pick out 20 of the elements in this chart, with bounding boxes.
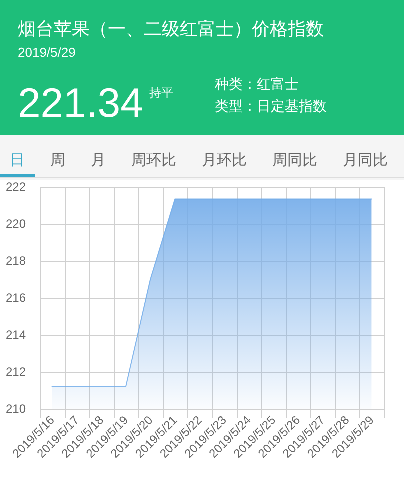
y-tick-label: 220 (6, 217, 26, 231)
text: 周同比 (272, 152, 318, 169)
text: 月环比 (202, 152, 247, 169)
y-tick-label: 222 (6, 180, 26, 194)
text: 烟台苹果（一、二级红富士）价格指数 (18, 19, 324, 39)
text: 月 (91, 152, 106, 169)
text: 月同比 (343, 152, 388, 169)
text: 持平 (149, 86, 174, 100)
text: 种类：红富士 (215, 76, 299, 92)
y-tick-label: 214 (6, 328, 26, 342)
text: 日 (10, 152, 25, 169)
text: 221.34 (18, 80, 144, 126)
text: 周环比 (132, 152, 176, 169)
y-tick-label: 216 (6, 291, 26, 305)
text: 2019/5/29 (18, 45, 76, 60)
text: 周 (50, 152, 66, 169)
text: 类型：日定基指数 (215, 98, 327, 114)
y-tick-label: 210 (6, 402, 26, 416)
y-tick-label: 212 (6, 365, 26, 379)
y-tick-label: 218 (6, 254, 26, 268)
